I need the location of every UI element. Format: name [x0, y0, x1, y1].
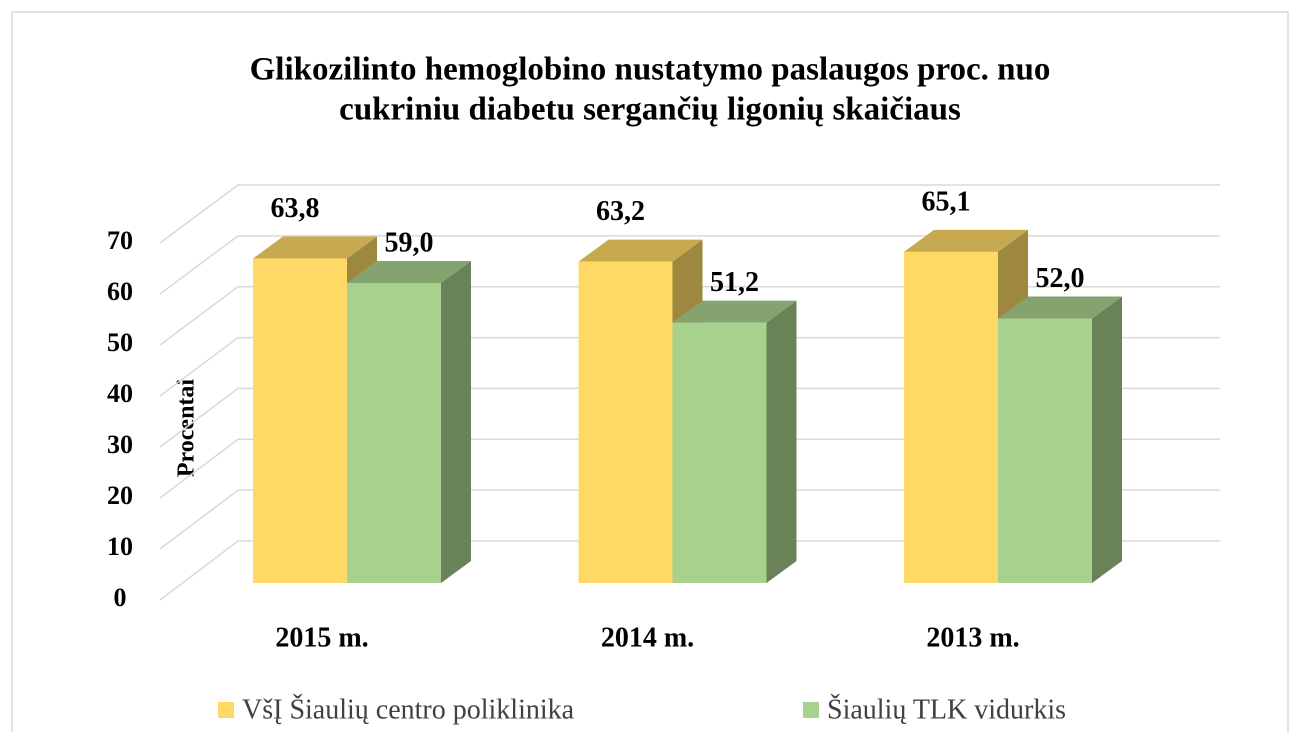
data-label: 65,1: [922, 186, 971, 217]
bar-top: [672, 300, 797, 323]
chart-title: cukriniu diabetu sergančių ligonių skaič…: [339, 92, 961, 128]
bar: [347, 282, 441, 583]
legend-label: Šiaulių TLK vidurkis: [827, 694, 1066, 725]
bar-top: [578, 239, 703, 262]
bar: [578, 261, 673, 583]
bar-side: [1092, 296, 1122, 583]
legend-swatch: [218, 702, 234, 718]
y-tick-label: 0: [114, 583, 127, 612]
data-label: 59,0: [385, 227, 434, 258]
y-tick-label: 30: [107, 430, 133, 459]
legend-swatch: [803, 702, 819, 718]
bar: [998, 318, 1092, 583]
bar-side: [441, 260, 471, 583]
legend-label: VšĮ Šiaulių centro poliklinika: [242, 694, 575, 725]
bar: [253, 258, 347, 583]
chart-title: Glikozilinto hemoglobino nustatymo pasla…: [250, 52, 1051, 88]
grid-line: [159, 235, 1220, 295]
bar-side: [766, 300, 797, 583]
data-label: 52,0: [1036, 263, 1085, 294]
bar: [672, 322, 767, 583]
y-tick-label: 60: [107, 277, 133, 306]
grid-line: [159, 285, 1220, 346]
y-tick-label: 70: [107, 226, 133, 255]
y-tick-label: 50: [107, 328, 133, 357]
bar-top: [347, 260, 471, 283]
bar-top: [253, 236, 377, 259]
grid-line: [159, 387, 1220, 448]
x-tick-label: 2015 m.: [275, 622, 368, 653]
grid-line: [159, 489, 1220, 550]
grid-line: [159, 184, 1220, 244]
y-tick-label: 20: [107, 481, 133, 510]
bar-top: [998, 296, 1122, 319]
bar: [904, 251, 998, 584]
data-label: 63,2: [596, 196, 645, 227]
y-tick-label: 40: [107, 379, 133, 408]
x-tick-label: 2014 m.: [601, 622, 694, 653]
grid-line: [159, 336, 1220, 397]
data-label: 63,8: [271, 193, 320, 224]
x-tick-label: 2013 m.: [926, 622, 1019, 653]
y-tick-label: 10: [107, 532, 133, 561]
grid-line: [159, 540, 1220, 601]
data-label: 51,2: [710, 267, 759, 298]
bar-top: [904, 229, 1028, 252]
grid-line: [159, 438, 1220, 499]
